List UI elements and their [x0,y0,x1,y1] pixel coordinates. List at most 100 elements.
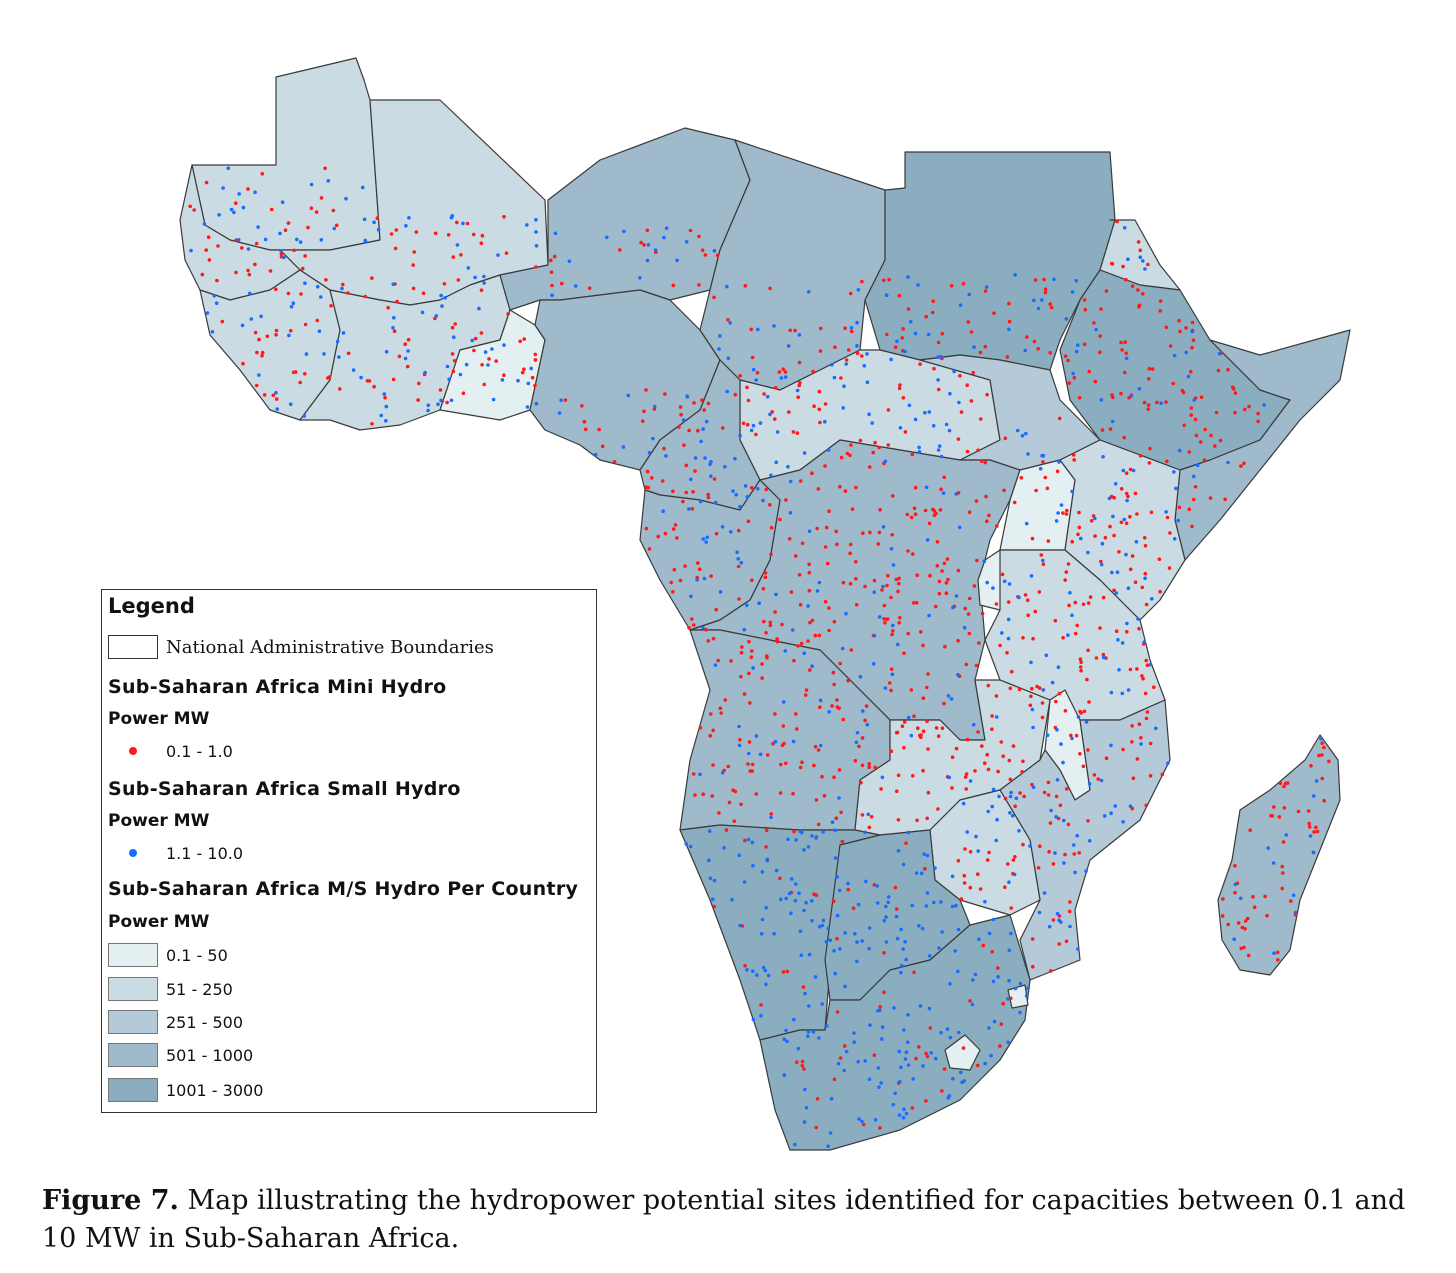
small-hydro-site-dot [891,563,896,567]
mini-hydro-site-dot [1143,691,1148,696]
small-hydro-site-dot [882,918,886,923]
mini-hydro-site-dot [842,1044,847,1048]
mini-hydro-site-dot [1098,626,1102,630]
small-hydro-site-dot [1007,978,1011,983]
mini-hydro-site-dot [1077,510,1081,515]
mini-hydro-site-dot [315,318,320,323]
mini-hydro-site-dot [967,596,972,601]
mini-hydro-site-dot [1086,748,1090,752]
small-hydro-site-dot [1049,808,1053,813]
mini-hydro-site-dot [785,969,790,974]
mini-hydro-site-dot [1147,367,1152,371]
mini-hydro-site-dot [1281,871,1285,875]
mini-hydro-site-dot [446,233,451,237]
small-hydro-site-dot [707,829,712,833]
mini-hydro-site-dot [583,427,588,432]
small-hydro-site-dot [372,220,376,225]
mini-hydro-site-dot [914,1056,918,1061]
small-hydro-site-dot [340,286,344,291]
small-hydro-site-dot [1126,586,1131,590]
small-hydro-site-dot [1195,463,1200,468]
mini-hydro-site-dot [338,387,342,391]
small-hydro-site-dot [778,897,783,902]
mini-hydro-site-dot [965,449,970,454]
small-hydro-site-dot [836,1061,841,1066]
mini-hydro-site-dot [977,641,981,645]
small-hydro-site-dot [464,362,469,367]
mini-hydro-site-dot [1137,303,1142,308]
mini-hydro-site-dot [1245,916,1250,921]
mini-hydro-site-dot [983,289,988,293]
mini-hydro-site-dot [1048,351,1052,355]
small-hydro-site-dot [593,452,598,457]
small-hydro-site-dot [567,259,572,264]
mini-hydro-site-dot [816,487,821,491]
mini-hydro-site-dot [1148,446,1152,451]
small-hydro-site-dot [974,834,978,839]
mini-hydro-site-dot [912,970,916,975]
mini-hydro-site-dot [808,620,812,625]
mini-hydro-site-dot [979,417,983,421]
mini-hydro-site-dot [1033,278,1038,282]
mini-hydro-site-dot [504,251,509,255]
small-hydro-site-dot [280,200,285,204]
mini-hydro-site-dot [690,507,695,511]
small-hydro-site-dot [1055,727,1059,732]
mini-hydro-site-dot [1083,307,1087,312]
class-row: 251 - 500 [108,1009,243,1035]
mini-hydro-site-dot [1055,469,1060,474]
mini-hydro-site-dot [933,604,938,609]
mini-hydro-site-dot [860,736,865,740]
small-hydro-site-dot [976,849,980,853]
small-hydro-site-dot [941,491,946,495]
mini-hydro-site-dot [1158,589,1162,594]
small-hydro-site-dot [279,249,283,253]
small-hydro-site-dot [858,674,863,679]
small-hydro-site-dot [1007,948,1012,953]
mini-hydro-site-dot [1317,753,1321,758]
small-hydro-site-dot [743,484,748,488]
small-hydro-site-dot [1024,521,1029,526]
small-hydro-site-dot [832,375,837,380]
small-hydro-site-dot [861,709,865,713]
mini-hydro-unit: Power MW [108,709,210,729]
mini-hydro-site-dot [1046,793,1051,797]
small-hydro-site-dot [720,525,725,529]
small-hydro-site-dot [810,919,814,923]
small-hydro-site-dot [189,248,193,253]
small-hydro-site-dot [1319,736,1323,741]
mini-hydro-site-dot [981,943,986,948]
mini-hydro-site-dot [1098,350,1102,355]
mini-hydro-site-dot [482,382,487,387]
mini-hydro-site-dot [817,389,822,394]
mini-hydro-site-dot [994,602,999,606]
small-hydro-site-dot [1166,761,1170,766]
small-hydro-site-dot [322,352,326,356]
per-country-unit: Power MW [108,912,210,932]
mini-hydro-site-dot [204,248,208,252]
small-hydro-site-dot [751,367,756,372]
mini-hydro-site-dot [563,398,568,402]
small-hydro-site-dot [949,697,954,701]
mini-hydro-site-dot [810,618,815,623]
small-hydro-site-dot [889,547,894,551]
mini-hydro-site-dot [1039,553,1044,557]
mini-hydro-site-dot [906,549,910,553]
mini-hydro-site-dot [207,258,212,262]
mini-hydro-site-dot [1189,369,1193,374]
small-hydro-site-dot [806,845,811,849]
mini-hydro-site-dot [974,499,979,503]
mini-hydro-site-dot [1142,400,1147,405]
small-hydro-site-dot [526,381,531,386]
mini-hydro-site-dot [656,534,660,539]
small-hydro-site-dot [1038,466,1043,471]
mini-hydro-site-dot [1086,648,1090,653]
mini-hydro-site-dot [1145,710,1150,714]
small-hydro-site-dot [1057,460,1061,464]
mini-hydro-site-dot [1019,476,1024,480]
small-hydro-site-dot [1120,691,1125,696]
mini-hydro-site-dot [849,443,853,447]
mini-hydro-site-dot [1001,754,1005,758]
small-hydro-site-dot [1084,720,1089,724]
mini-hydro-site-dot [782,741,786,746]
